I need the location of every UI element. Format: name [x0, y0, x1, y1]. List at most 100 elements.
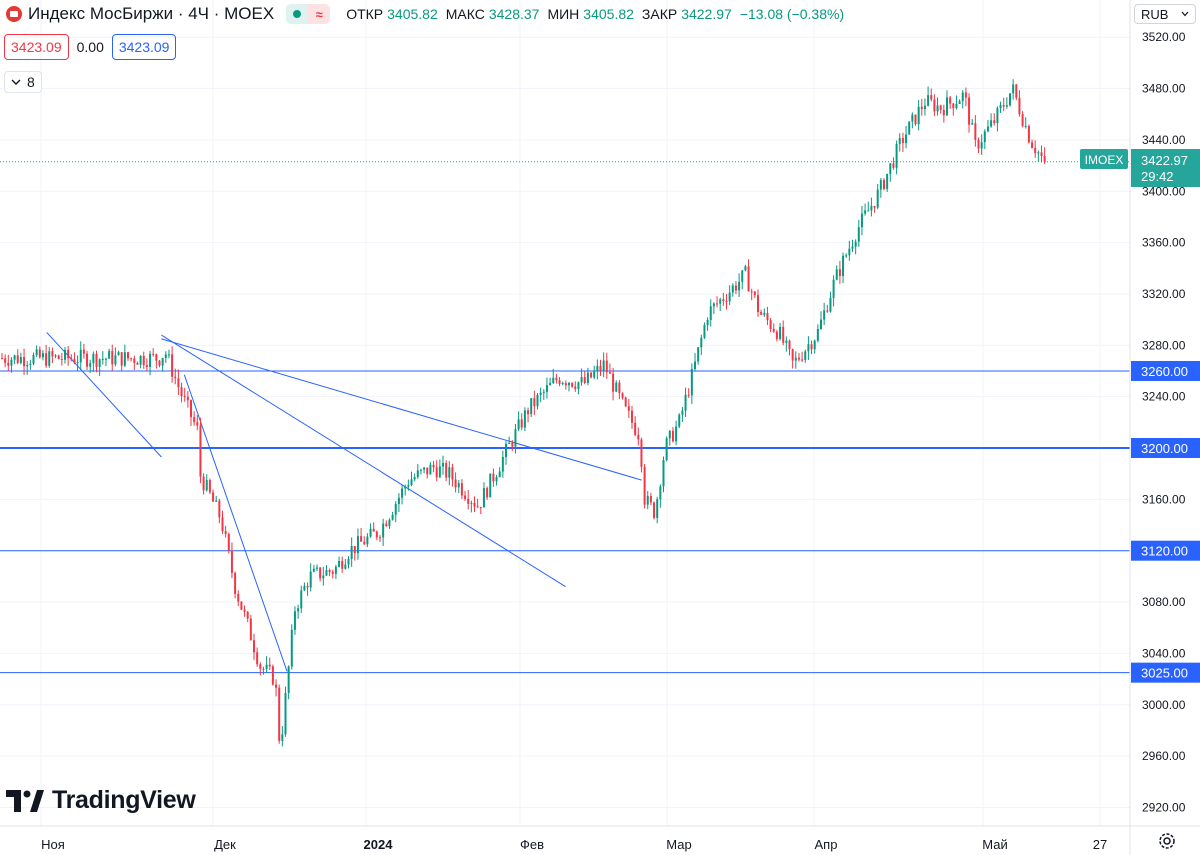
candle-body [64, 349, 66, 360]
candle-body [401, 488, 404, 498]
candle-body [694, 361, 696, 370]
candle-body [794, 357, 797, 361]
open-value: 3405.82 [387, 6, 438, 22]
candle-body [986, 126, 989, 132]
candle-body [1037, 152, 1040, 154]
candle-body [1002, 105, 1005, 107]
y-tick-label: 3000.00 [1142, 698, 1186, 712]
candle-body [517, 419, 520, 430]
candle-body [586, 372, 589, 383]
candle-body [221, 517, 224, 532]
close-label: ЗАКР [641, 6, 678, 22]
candle-body [38, 349, 41, 358]
candle-body [316, 567, 318, 569]
candle-body [158, 360, 161, 366]
candle-body [133, 358, 136, 363]
time-axis[interactable]: Ноя Дек 2024 Фев Мар Апр Май 27 [41, 837, 1107, 852]
candle-body [860, 213, 863, 228]
candle-body [731, 285, 734, 293]
trend-line[interactable] [183, 374, 288, 672]
trend-line[interactable] [161, 334, 566, 588]
candle-body [237, 593, 240, 602]
candle-body [851, 246, 854, 249]
candle-body [60, 359, 63, 361]
candle-body [574, 386, 577, 389]
candle-body [476, 506, 479, 508]
candle-body [848, 248, 851, 256]
candle-body [946, 97, 948, 116]
candle-body [117, 352, 120, 356]
candle-body [716, 303, 719, 305]
candle-body [599, 365, 602, 371]
y-tick-label: 3080.00 [1142, 595, 1186, 609]
candle-body [498, 471, 501, 478]
price-line-labels: 3260.00 3200.00 3120.00 3025.00 [1131, 360, 1200, 683]
candle-body [353, 546, 356, 554]
candle-body [634, 422, 637, 435]
buy-button[interactable]: 3423.09 [111, 34, 177, 60]
candle-body [886, 173, 889, 189]
tradingview-logo[interactable]: TradingView [6, 786, 196, 815]
candle-body [183, 396, 186, 398]
candle-body [275, 684, 278, 688]
candle-body [256, 652, 259, 665]
candlesticks[interactable] [1, 79, 1046, 747]
candle-body [1015, 84, 1018, 98]
candle-body [1031, 142, 1034, 148]
candle-body [419, 469, 422, 471]
last-price-tag [1131, 149, 1200, 187]
candle-body [990, 120, 993, 127]
candle-body [870, 205, 873, 211]
candle-body [914, 114, 917, 125]
candle-body [432, 464, 435, 468]
candle-body [706, 319, 709, 326]
candle-body [842, 255, 845, 277]
y-tick-label: 3320.00 [1142, 287, 1186, 301]
candle-body [445, 462, 448, 478]
sell-button[interactable]: 3423.09 [4, 34, 69, 60]
candle-body [253, 640, 255, 653]
candle-body [130, 358, 133, 360]
candle-body [95, 353, 98, 367]
candle-body [199, 425, 202, 477]
price-line-tag [1131, 540, 1200, 561]
market-status[interactable]: ≈ [286, 4, 331, 24]
candle-body [230, 550, 233, 573]
candle-body [590, 372, 593, 378]
candle-body [911, 114, 914, 122]
settings-gear-icon[interactable] [1157, 831, 1177, 851]
candle-body [779, 326, 782, 340]
x-tick-label: Мар [666, 837, 691, 852]
candle-body [202, 476, 205, 491]
candle-body [662, 460, 665, 487]
candle-body [788, 340, 791, 350]
price-line-tag [1131, 662, 1200, 683]
candle-body [583, 377, 586, 383]
candle-body [319, 567, 322, 579]
candle-body [268, 664, 271, 667]
price-lines[interactable] [0, 370, 1130, 674]
candle-body [558, 380, 561, 384]
trend-line[interactable] [161, 338, 642, 481]
candle-body [145, 365, 148, 367]
currency-selector[interactable]: RUB [1134, 4, 1196, 24]
candle-body [1012, 84, 1015, 94]
candle-body [568, 382, 570, 386]
candle-body [927, 95, 930, 106]
candle-body [334, 566, 337, 574]
indicators-toggle[interactable]: 8 [4, 71, 42, 93]
price-line-tag-label: 3025.00 [1141, 666, 1188, 681]
candle-body [385, 523, 388, 527]
trend-lines[interactable] [46, 332, 642, 672]
candle-body [643, 466, 646, 505]
candle-body [101, 358, 104, 360]
candle-body [542, 391, 545, 393]
candle-body [312, 568, 315, 572]
symbol-title[interactable]: Индекс МосБиржи · 4Ч · MOEX [28, 4, 275, 23]
trend-line[interactable] [46, 332, 162, 458]
candle-body [218, 500, 221, 518]
candle-body [290, 629, 293, 667]
y-tick-label: 3240.00 [1142, 390, 1186, 404]
